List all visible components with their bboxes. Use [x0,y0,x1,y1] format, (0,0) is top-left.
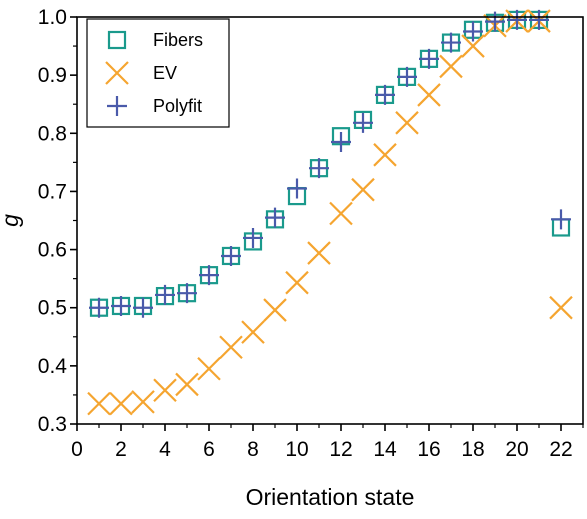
plot-marks [87,9,573,416]
x-tick-label: 6 [203,438,215,461]
data-point-polyfit [463,21,483,42]
y-tick-label: 0.6 [38,239,67,262]
legend-marker-fibers [107,30,127,50]
data-point-ev [549,295,573,320]
data-point-polyfit [529,9,549,30]
data-point-ev [131,390,155,414]
data-point-polyfit [441,32,461,53]
data-point-ev [219,335,243,360]
y-tick-label: 0.3 [38,413,67,436]
data-point-ev [307,241,331,265]
legend-label-fibers: Fibers [153,30,203,50]
x-tick-label: 10 [285,438,308,461]
y-tick-label: 1.0 [38,6,67,29]
data-point-polyfit [309,158,329,179]
data-point-polyfit [419,48,439,69]
legend-label-polyfit: Polyfit [153,96,202,116]
legend-box [86,18,230,128]
data-point-ev [87,391,111,416]
data-point-ev [153,378,177,403]
x-tick-label: 18 [461,438,484,461]
series-polyfit [89,9,571,318]
x-tick-label: 22 [549,438,572,461]
legend-marker-ev [105,61,129,85]
data-point-ev [461,34,485,58]
data-point-ev [329,201,353,226]
legend-marker-polyfit [107,96,127,116]
data-point-ev [395,111,419,135]
data-point-polyfit [199,265,219,286]
data-point-ev [197,356,221,381]
y-axis-title: g [0,214,23,227]
data-point-polyfit [155,284,175,305]
data-point-polyfit [485,11,505,32]
legend-label-ev: EV [153,63,177,83]
data-point-polyfit [89,297,109,318]
y-tick-label: 0.4 [38,355,68,378]
data-point-polyfit [243,227,263,248]
x-tick-label: 14 [373,438,397,461]
data-point-polyfit [265,207,285,228]
data-point-polyfit [353,112,373,133]
data-point-ev [263,298,287,322]
data-point-polyfit [177,283,197,304]
data-point-ev [285,270,309,295]
x-tick-label: 0 [71,438,83,461]
data-point-polyfit [133,297,153,318]
data-point-ev [175,372,199,397]
x-tick-label: 2 [115,438,127,461]
x-tick-label: 12 [329,438,352,461]
x-axis-title: Orientation state [246,484,415,510]
y-tick-label: 0.8 [38,122,67,145]
x-tick-label: 4 [159,438,171,461]
legend-item-fibers: Fibers [107,30,203,50]
legend: Fibers EV Polyfit [86,18,230,128]
data-point-ev [373,143,397,167]
data-point-polyfit [375,84,395,105]
x-tick-label: 20 [505,438,528,461]
data-point-polyfit [287,178,307,199]
data-point-polyfit [507,9,527,30]
y-tick-label: 0.9 [38,64,67,87]
series-ev [87,9,573,416]
data-point-polyfit [331,132,351,153]
y-tick-label: 0.5 [38,297,67,320]
data-point-ev [417,83,441,107]
legend-item-polyfit: Polyfit [107,96,202,116]
data-point-polyfit [551,209,571,230]
y-tick-label: 0.7 [38,180,67,203]
data-point-ev [241,320,265,344]
x-tick-label: 8 [247,438,259,461]
data-point-polyfit [221,245,241,266]
legend-item-ev: EV [105,61,177,85]
data-point-polyfit [111,295,131,316]
data-point-polyfit [397,66,417,87]
x-tick-label: 16 [417,438,440,461]
axes: 0 2 4 6 8 10 12 14 16 18 20 22 0.3 0.4 0.5 0.6 0.7 0.8 0.9… [38,6,584,461]
data-point-ev [109,391,133,416]
data-point-ev [351,177,375,202]
data-point-ev [439,54,463,79]
